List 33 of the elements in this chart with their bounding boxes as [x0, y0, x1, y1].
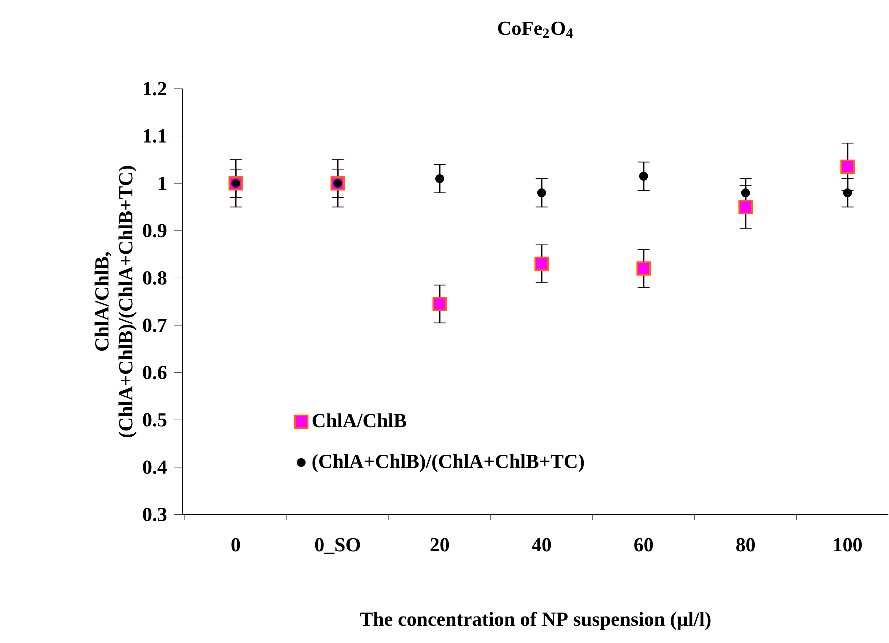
point [432, 297, 448, 312]
y-tick-label: 0.4 [143, 460, 168, 474]
point [840, 160, 855, 174]
y-axis-title: ChlA/ChlB, (ChlA+ChlB)/(ChlA+ChlB+TC) [94, 166, 137, 438]
point [636, 262, 652, 276]
legend-label: (ChlA+ChlB)/(ChlA+ChlB+TC) [312, 454, 584, 473]
x-axis-title: The concentration of NP suspension (µl/l) [360, 612, 711, 630]
y-tick-label: 0.5 [143, 414, 167, 428]
y-tick-label: 1.2 [144, 82, 167, 96]
y-tick-label: 0.3 [143, 508, 167, 522]
point [228, 176, 244, 191]
x-tick-label: 0 [232, 538, 240, 552]
point [741, 188, 750, 198]
x-tick-label: 0_SO [315, 538, 360, 554]
y-tick-label: 0.9 [143, 224, 167, 238]
x-tick-label: 80 [736, 538, 756, 552]
point [537, 188, 546, 198]
y-tick-label: 1 [159, 177, 166, 190]
point [330, 176, 346, 191]
x-tick-label: 100 [834, 538, 862, 552]
point [738, 200, 754, 215]
point [843, 188, 852, 198]
point [534, 256, 550, 272]
chart-title: CoFe$_{2}$O$_{4}$ [498, 22, 573, 38]
y-tick-label: 1.1 [144, 130, 166, 144]
legend-label: ChlA/ChlB [312, 414, 407, 428]
x-tick-label: 40 [532, 538, 552, 552]
point [436, 174, 444, 184]
y-tick-label: 0.8 [143, 272, 167, 286]
y-tick-label: 0.6 [143, 366, 167, 380]
x-tick-label: 20 [430, 538, 450, 552]
x-tick-label: 60 [634, 538, 654, 552]
y-tick-label: 0.7 [143, 318, 167, 332]
